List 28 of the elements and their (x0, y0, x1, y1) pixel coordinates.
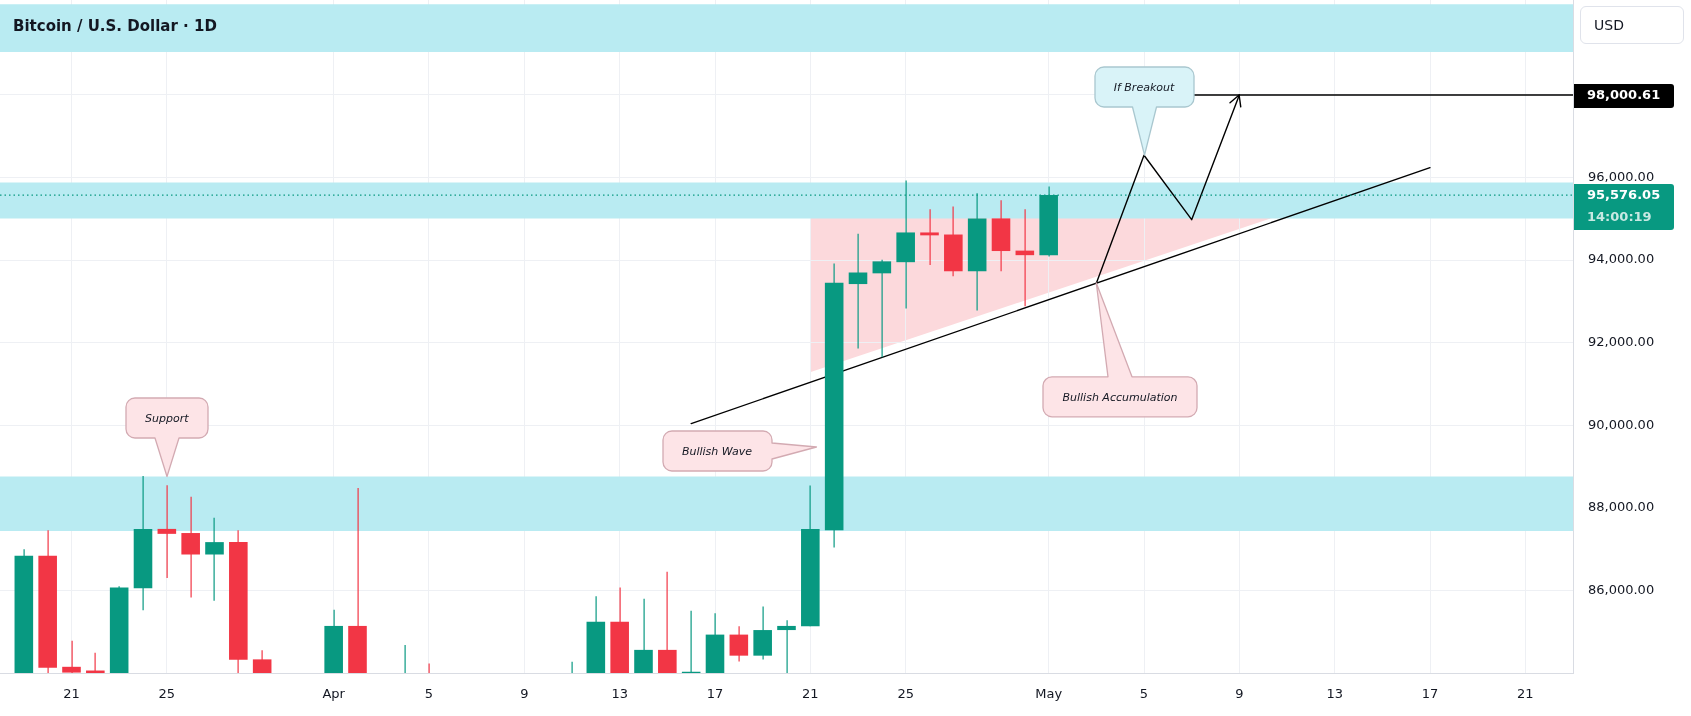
x-tick-label: 5 (1139, 686, 1149, 702)
y-tick-label: 90,000.00 (1588, 416, 1655, 432)
annotation: Support (145, 411, 189, 425)
x-tick-label: 17 (706, 686, 724, 702)
annotation: Bullish Wave (681, 444, 753, 458)
x-tick-label: 9 (520, 686, 529, 702)
annotation: If Breakout (1113, 80, 1175, 94)
y-tick-label: 94,000.00 (1588, 251, 1655, 267)
x-tick-label: 13 (611, 686, 628, 702)
x-tick-label: Apr (322, 686, 346, 702)
x-tick-label: 25 (158, 686, 176, 702)
y-tick-label: 92,000.00 (1588, 334, 1655, 350)
x-tick-label: 17 (1421, 686, 1439, 702)
y-tick-label: 96,000.00 (1588, 168, 1655, 184)
x-tick-label: May (1035, 686, 1063, 702)
x-tick-label: 21 (802, 686, 819, 702)
annotation: Bullish Accumulation (1062, 390, 1178, 404)
x-tick-label: 25 (897, 686, 914, 702)
text: Bitcoin / U.S. Dollar · 1D (13, 16, 217, 35)
y-tick-label: 86,000.00 (1588, 581, 1655, 597)
x-tick-label: 5 (424, 686, 434, 702)
x-tick-label: 13 (1326, 686, 1343, 702)
x-tick-label: 21 (1517, 686, 1534, 702)
x-tick-label: 9 (1235, 686, 1244, 702)
y-tick-label: 88,000.00 (1588, 499, 1655, 515)
ref-line-label: 95,576.05 14:00:19 (1587, 187, 1661, 225)
x-tick-label: 21 (63, 686, 80, 702)
data-label: 98,000.61 (1587, 87, 1661, 103)
